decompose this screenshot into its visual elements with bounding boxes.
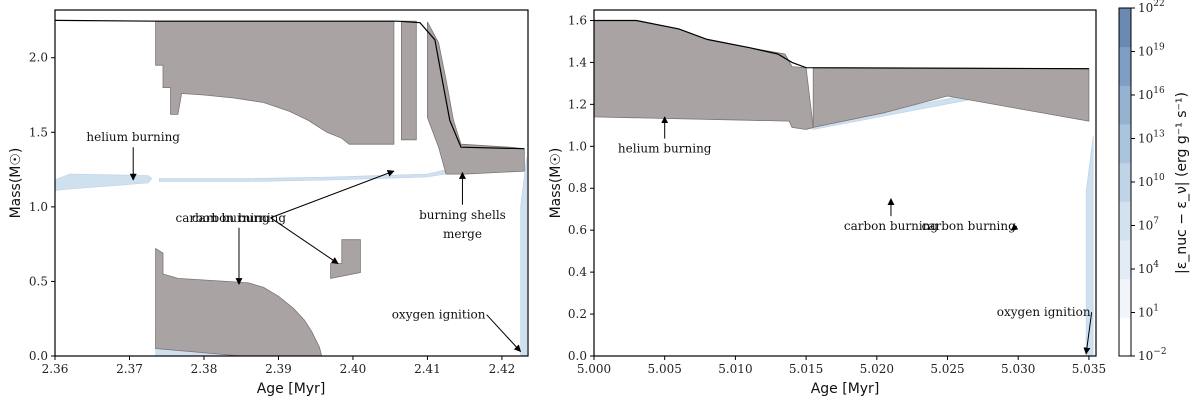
colorbar-band xyxy=(1119,46,1131,86)
y-tick-label: 0.0 xyxy=(568,349,587,363)
annotation-label: helium burning xyxy=(86,130,180,144)
colorbar: 1022 1019 1016 1013 1010 107 104 101 10−2 |ε_nuc… xyxy=(1118,0,1190,363)
colorbar-band xyxy=(1119,317,1131,357)
y-tick-label: 2.0 xyxy=(29,51,48,65)
y-tick-label: 0.4 xyxy=(568,265,587,279)
y-tick-label: 1.2 xyxy=(568,97,587,111)
annotation-label: carbon burning xyxy=(922,219,1017,233)
x-tick-label: 5.015 xyxy=(789,362,823,376)
colorbar-tick-label: 1013 xyxy=(1138,130,1165,146)
x-tick-label: 2.42 xyxy=(489,362,516,376)
annotation-label: carbon burning xyxy=(192,211,287,225)
x-tick-label: 2.38 xyxy=(191,362,218,376)
annotation-arrow xyxy=(1083,312,1093,355)
colorbar-label: |ε_nuc − ε_ν| (erg g⁻¹ s⁻¹) xyxy=(1174,92,1190,274)
right-x-axis-label: Age [Myr] xyxy=(811,381,880,397)
annotation-arrow xyxy=(270,170,395,219)
convective-region xyxy=(155,20,395,145)
x-tick-label: 2.37 xyxy=(116,362,143,376)
total-mass-line xyxy=(594,19,1089,70)
x-tick-label: 2.40 xyxy=(340,362,367,376)
y-tick-label: 0.0 xyxy=(29,349,48,363)
right-y-axis-label: Mass(M☉) xyxy=(548,148,564,219)
annotation-label: oxygen ignition xyxy=(392,308,486,322)
left-kippenhahn-panel: 2.36 2.37 2.38 2.39 2.40 2.41 2.42 0.0 0.5 1.0 1.5… xyxy=(8,9,529,397)
annotation-label: burning shells xyxy=(419,208,506,222)
total-mass-line xyxy=(55,19,525,150)
y-tick-label: 0.2 xyxy=(568,307,587,321)
convective-region xyxy=(400,20,417,141)
colorbar-band xyxy=(1119,85,1131,125)
left-plot-frame xyxy=(54,9,529,357)
right-plot-frame xyxy=(593,9,1097,357)
annotation-arrow xyxy=(270,217,339,264)
annotation-label: oxygen ignition xyxy=(997,305,1091,319)
annotation-label: merge xyxy=(443,227,482,241)
x-tick-label: 5.030 xyxy=(1001,362,1035,376)
x-tick-label: 5.025 xyxy=(930,362,964,376)
left-axis-ticks: 2.36 2.37 2.38 2.39 2.40 2.41 2.42 0.0 0.5 1.0 1.5… xyxy=(29,51,515,376)
y-tick-label: 1.5 xyxy=(29,125,48,139)
y-tick-label: 1.0 xyxy=(29,200,48,214)
x-tick-label: 2.36 xyxy=(42,362,69,376)
colorbar-band xyxy=(1119,162,1131,202)
y-tick-label: 0.6 xyxy=(568,223,587,237)
colorbar-band xyxy=(1119,8,1131,48)
colorbar-band xyxy=(1119,240,1131,280)
colorbar-tick-label: 1022 xyxy=(1138,0,1165,15)
left-x-axis-label: Age [Myr] xyxy=(257,381,326,397)
y-tick-label: 1.6 xyxy=(568,13,587,27)
colorbar-band xyxy=(1119,124,1131,164)
colorbar-tick-label: 1010 xyxy=(1138,173,1165,189)
convective-region xyxy=(426,21,525,175)
right-kippenhahn-panel: 5.000 5.005 5.010 5.015 5.020 5.025 5.030 5.035… xyxy=(548,9,1106,397)
convective-region xyxy=(155,247,323,356)
right-axis-ticks: 5.000 5.005 5.010 5.015 5.020 5.025 5.030 5.035… xyxy=(568,13,1106,376)
left-plot-marks xyxy=(55,19,527,356)
y-tick-label: 0.8 xyxy=(568,181,587,195)
x-tick-label: 2.41 xyxy=(414,362,441,376)
annotation-label: carbon burning xyxy=(844,219,939,233)
y-tick-label: 1.4 xyxy=(568,55,587,69)
colorbar-band xyxy=(1119,201,1131,241)
x-tick-label: 5.035 xyxy=(1072,362,1106,376)
colorbar-bands xyxy=(1119,8,1131,357)
convective-region xyxy=(812,67,1090,128)
colorbar-tick-label: 1016 xyxy=(1138,86,1165,102)
burning-region xyxy=(520,157,527,356)
y-tick-label: 1.0 xyxy=(568,139,587,153)
burning-region xyxy=(1085,135,1094,356)
annotation-label: carbon burning xyxy=(176,211,271,225)
x-tick-label: 2.39 xyxy=(265,362,292,376)
colorbar-band xyxy=(1119,278,1131,318)
colorbar-tick-label: 101 xyxy=(1138,304,1159,320)
colorbar-tick-label: 1019 xyxy=(1138,43,1165,59)
colorbar-tick-label: 10−2 xyxy=(1138,347,1167,363)
convective-region xyxy=(594,20,814,130)
left-y-axis-label: Mass(M☉) xyxy=(8,148,24,219)
x-tick-label: 5.000 xyxy=(577,362,611,376)
y-tick-label: 0.5 xyxy=(29,274,48,288)
convective-region xyxy=(330,239,361,279)
right-plot-marks xyxy=(594,19,1094,356)
colorbar-tick-label: 107 xyxy=(1138,217,1159,233)
x-tick-label: 5.020 xyxy=(860,362,894,376)
annotation-label: helium burning xyxy=(618,142,712,156)
annotation-arrow xyxy=(1010,223,1019,231)
colorbar-ticks: 1022 1019 1016 1013 1010 107 104 101 10−2 xyxy=(1131,0,1167,363)
annotation-arrow xyxy=(486,314,522,353)
x-tick-label: 5.005 xyxy=(648,362,682,376)
x-tick-label: 5.010 xyxy=(718,362,752,376)
burning-region xyxy=(55,173,153,191)
colorbar-tick-label: 104 xyxy=(1138,260,1159,276)
